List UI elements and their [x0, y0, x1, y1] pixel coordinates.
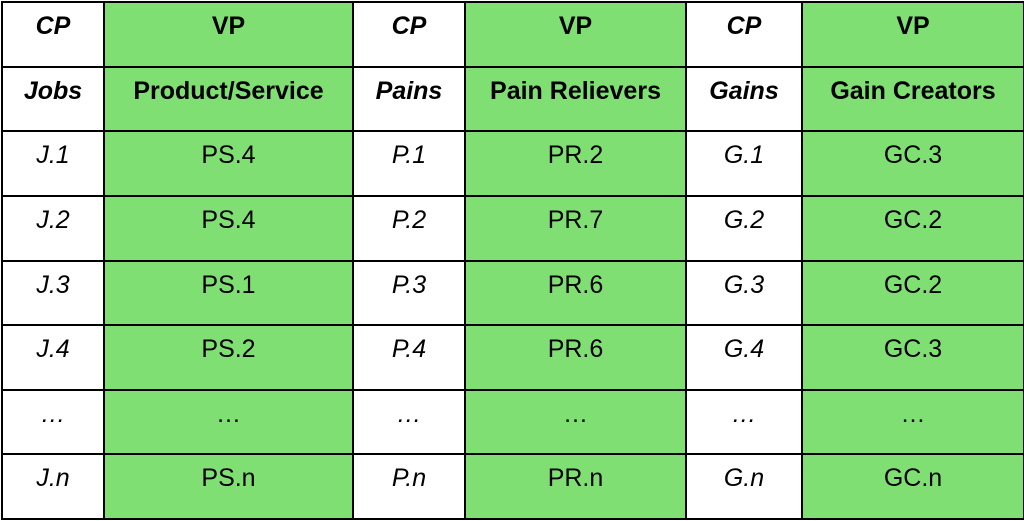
header-pain-relievers: Pain Relievers [464, 65, 687, 133]
table-cell: P.n [352, 453, 466, 520]
table-cell: PR.2 [464, 130, 687, 197]
table-row: J.2 PS.4 P.2 PR.7 G.2 GC.2 [1, 194, 1024, 262]
table-cell: J.2 [1, 194, 105, 262]
table-cell: PS.4 [103, 194, 354, 262]
table-cell: PR.6 [464, 259, 687, 327]
table-cell: … [1, 388, 105, 456]
table-cell: P.4 [352, 324, 466, 391]
header-gains: Gains [685, 65, 803, 133]
table-cell: P.3 [352, 259, 466, 327]
table-cell: GC.n [801, 453, 1024, 520]
group-vp-gain-creators: VP [801, 1, 1024, 68]
table-cell: PR.6 [464, 324, 687, 391]
group-vp-pain-relievers: VP [464, 1, 687, 68]
header-pains: Pains [352, 65, 466, 133]
table-cell: J.4 [1, 324, 105, 391]
table-cell: … [801, 388, 1024, 456]
header-product-service: Product/Service [103, 65, 354, 133]
table-cell: J.1 [1, 130, 105, 197]
table-cell: J.n [1, 453, 105, 520]
table-cell: PR.n [464, 453, 687, 520]
table-cell: PS.n [103, 453, 354, 520]
header-gain-creators: Gain Creators [801, 65, 1024, 133]
table-cell: G.4 [685, 324, 803, 391]
table-cell: PS.2 [103, 324, 354, 391]
table-row: J.1 PS.4 P.1 PR.2 G.1 GC.3 [1, 130, 1024, 197]
header-jobs: Jobs [1, 65, 105, 133]
table-cell: GC.2 [801, 194, 1024, 262]
header-row: Jobs Product/Service Pains Pain Reliever… [1, 65, 1024, 133]
table-cell: GC.2 [801, 259, 1024, 327]
table-cell: P.2 [352, 194, 466, 262]
group-cp-jobs: CP [1, 1, 105, 68]
table-cell: J.3 [1, 259, 105, 327]
table-cell: … [464, 388, 687, 456]
group-cp-gains: CP [685, 1, 803, 68]
table-row: J.n PS.n P.n PR.n G.n GC.n [1, 453, 1024, 520]
group-cp-pains: CP [352, 1, 466, 68]
table-row: J.4 PS.2 P.4 PR.6 G.4 GC.3 [1, 324, 1024, 391]
group-row: CP VP CP VP CP VP [1, 1, 1024, 68]
group-vp-products: VP [103, 1, 354, 68]
table-cell: … [352, 388, 466, 456]
table-cell: PS.4 [103, 130, 354, 197]
table-cell: … [103, 388, 354, 456]
table-cell: PR.7 [464, 194, 687, 262]
table-cell: PS.1 [103, 259, 354, 327]
table-cell: GC.3 [801, 324, 1024, 391]
table-cell: G.3 [685, 259, 803, 327]
table-cell: G.n [685, 453, 803, 520]
table-cell: P.1 [352, 130, 466, 197]
table-cell: … [685, 388, 803, 456]
table-row: J.3 PS.1 P.3 PR.6 G.3 GC.2 [1, 259, 1024, 327]
table-cell: G.1 [685, 130, 803, 197]
table-cell: GC.3 [801, 130, 1024, 197]
table-row: … … … … … … [1, 388, 1024, 456]
table-cell: G.2 [685, 194, 803, 262]
